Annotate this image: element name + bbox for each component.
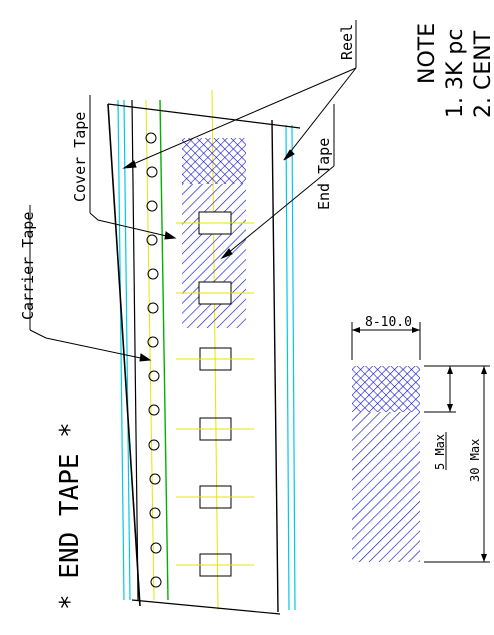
sprocket-holes: [145, 132, 162, 588]
note-block: NOTE 1. 3K pc 2. CENT: [415, 23, 494, 118]
label-carrier-tape: Carrier Tape: [19, 212, 37, 320]
note-heading: NOTE: [415, 23, 440, 84]
title-end-tape: * END TAPE *: [55, 422, 85, 610]
dimension-detail: 8-10.0 5 Max 30 Max: [351, 315, 490, 563]
note-item-2: 2. CENT: [471, 30, 494, 118]
label-reel: Reel: [338, 24, 356, 60]
leader-lines: [29, 67, 357, 362]
label-end-tape: End Tape: [315, 138, 333, 210]
dim-width: 8-10.0: [365, 315, 412, 330]
pocket-crosshairs: [176, 222, 254, 566]
label-cover-tape: Cover Tape: [71, 112, 89, 202]
tape-strip: [107, 89, 301, 615]
note-item-1: 1. 3K pc: [443, 29, 468, 118]
dim-5-max: 5 Max: [433, 434, 447, 470]
dim-30-max: 30 Max: [468, 439, 482, 482]
